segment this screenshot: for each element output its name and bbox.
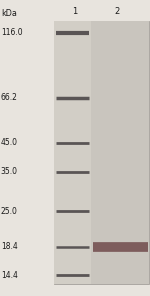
Text: 35.0: 35.0	[1, 168, 18, 176]
Bar	[54, 21, 148, 284]
Text: 2: 2	[114, 7, 120, 16]
Bar	[91, 21, 148, 284]
Text: 45.0: 45.0	[1, 138, 18, 147]
Text: 1: 1	[72, 7, 78, 16]
Text: 14.4: 14.4	[1, 271, 18, 280]
Text: kDa: kDa	[1, 9, 17, 18]
Text: 18.4: 18.4	[1, 242, 18, 251]
Text: 25.0: 25.0	[1, 207, 18, 215]
Text: 116.0: 116.0	[1, 28, 22, 37]
Text: 66.2: 66.2	[1, 93, 18, 102]
Bar	[54, 21, 91, 284]
